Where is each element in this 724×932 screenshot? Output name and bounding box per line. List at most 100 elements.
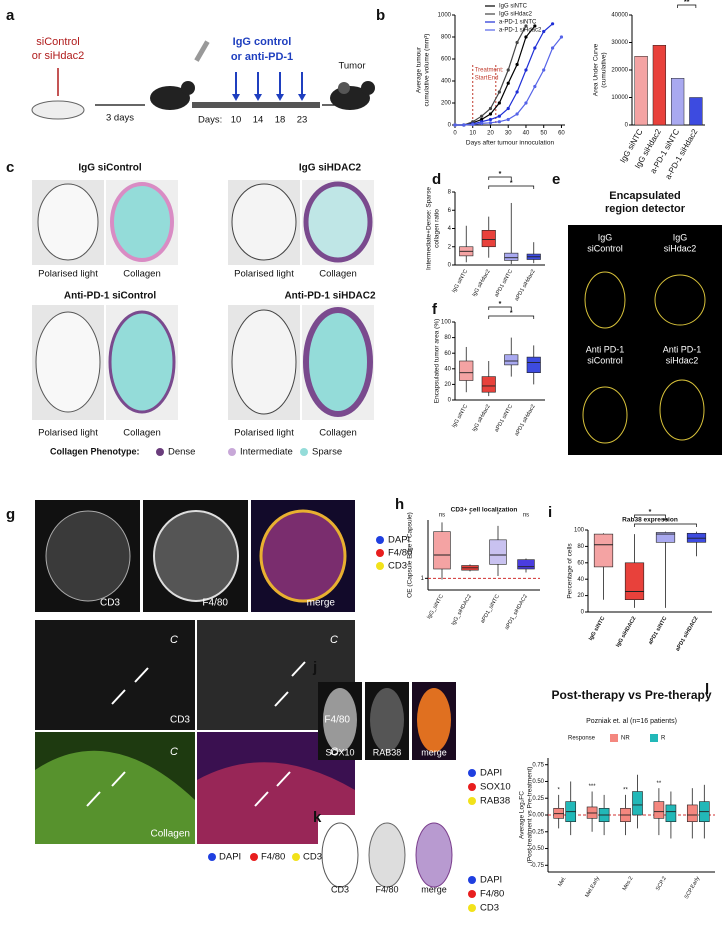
significance-bracket (634, 514, 666, 518)
tissue (259, 509, 347, 603)
image-label: CD3 (100, 598, 120, 609)
significance-bracket (488, 315, 535, 319)
condition-title: IgG siControl (78, 163, 142, 174)
condition-title: Anti-PD-1 siControl (64, 291, 156, 302)
outline (584, 271, 626, 329)
box (504, 354, 519, 366)
legend-label: F4/80 (388, 548, 412, 559)
tissue (231, 309, 297, 415)
arrow-head (276, 94, 284, 101)
y-tick-label: 30000 (611, 40, 628, 46)
x-tick-label: IgG siNTC (451, 404, 469, 429)
x-tick-label: 50 (540, 131, 547, 137)
legend-label: F4/80 (261, 852, 285, 863)
y-tick-label: 20000 (611, 68, 628, 74)
x-tick-label: IgG siNTC (588, 616, 607, 642)
significance-bracket (488, 176, 512, 180)
legend-label: SOX10 (480, 782, 511, 793)
y-tick-label: -0.50 (530, 846, 544, 852)
treatment-label: or siHdac2 (32, 50, 85, 62)
panel-label: i (548, 504, 552, 521)
caption: Polarised light (234, 269, 294, 280)
panel-label: c (6, 159, 14, 176)
box (489, 539, 507, 565)
image-label: IgG (598, 232, 613, 242)
legend-label: CD3 (303, 852, 322, 863)
panel-label: h (395, 496, 404, 513)
x-tick-label: aPD1 siNTC (648, 616, 669, 646)
tissue (153, 510, 239, 602)
condition-title: IgG siHDAC2 (299, 163, 362, 174)
arrow-head (232, 94, 240, 101)
legend-swatch (468, 904, 476, 912)
legend-label: a-PD-1 siNTC (499, 20, 537, 26)
box (517, 559, 535, 570)
wait-label: 3 days (106, 113, 134, 124)
treatment-label: siControl (36, 36, 79, 48)
treatment-mark-label: End (488, 76, 499, 82)
significance: * (469, 513, 472, 519)
tissue (45, 510, 131, 602)
bar (689, 97, 703, 126)
image-label: Anti PD-1 (586, 344, 625, 354)
image-label: SOX10 (325, 747, 354, 757)
y-tick-label: 40 (444, 366, 451, 372)
tissue (417, 688, 451, 752)
tumor (338, 82, 350, 94)
day-label: 14 (253, 115, 264, 126)
y-tick-label: 10000 (611, 95, 628, 101)
significance: * (558, 787, 561, 793)
box (433, 531, 451, 570)
significance: *** (589, 784, 597, 790)
legend-label: CD3 (480, 903, 499, 914)
chart-title: Rab38 expression (622, 517, 678, 524)
x-tick-label: 40 (523, 131, 530, 137)
arrow (254, 791, 269, 807)
y-tick-label: 600 (441, 57, 452, 63)
significance: * (649, 509, 652, 516)
detector-title: Encapsulated (609, 190, 681, 202)
arrow (291, 661, 306, 677)
tissue (321, 822, 359, 888)
bar (652, 45, 667, 126)
arrow (134, 667, 149, 683)
significance-bracket (488, 306, 512, 310)
significance: ** (684, 0, 690, 6)
legend-label: Dense (168, 447, 195, 458)
outline (654, 274, 706, 326)
y-tick-label: 0 (581, 610, 585, 616)
y-tick-label: 1 (421, 576, 425, 582)
image-label: merge (421, 747, 447, 757)
x-tick-label: 20 (487, 131, 494, 137)
capsule-label: C (170, 634, 178, 646)
y-axis-label: collagen ratio (434, 209, 441, 248)
condition-title: Anti-PD-1 siHDAC2 (284, 291, 376, 302)
y-axis-label: OE (Capsule Edge / Capsule) (407, 512, 414, 598)
capsule-label: C (170, 746, 178, 758)
y-tick-label: 2 (448, 244, 452, 250)
significance: ns (523, 513, 529, 519)
y-tick-label: 100 (441, 320, 452, 326)
legend-title: Collagen Phenotype: (50, 446, 140, 456)
tissue (35, 311, 101, 413)
arrow-head (298, 94, 306, 101)
series-line (455, 25, 527, 126)
y-tick-label: 40 (577, 577, 584, 583)
x-tick-label: aPD1 siHdac2 (514, 269, 537, 302)
significance: * (510, 310, 513, 317)
legend-label: F4/80 (480, 889, 504, 900)
caption: Collagen (123, 428, 161, 439)
y-tick-label: 8 (448, 190, 452, 196)
y-tick-label: 200 (441, 101, 452, 107)
legend-swatch (156, 448, 164, 456)
bar (670, 78, 685, 126)
therapy-label: or anti-PD-1 (231, 51, 293, 63)
legend-label: DAPI (219, 852, 241, 863)
significance: ns (439, 513, 445, 519)
y-axis-label: (Post-treatment vs Pre-treatment) (527, 767, 534, 864)
x-tick-label: IgG siHdac2 (471, 404, 491, 433)
image-label: siControl (587, 243, 623, 253)
legend-swatch (468, 797, 476, 805)
significance: * (499, 171, 502, 178)
panel-label: a (6, 7, 15, 24)
